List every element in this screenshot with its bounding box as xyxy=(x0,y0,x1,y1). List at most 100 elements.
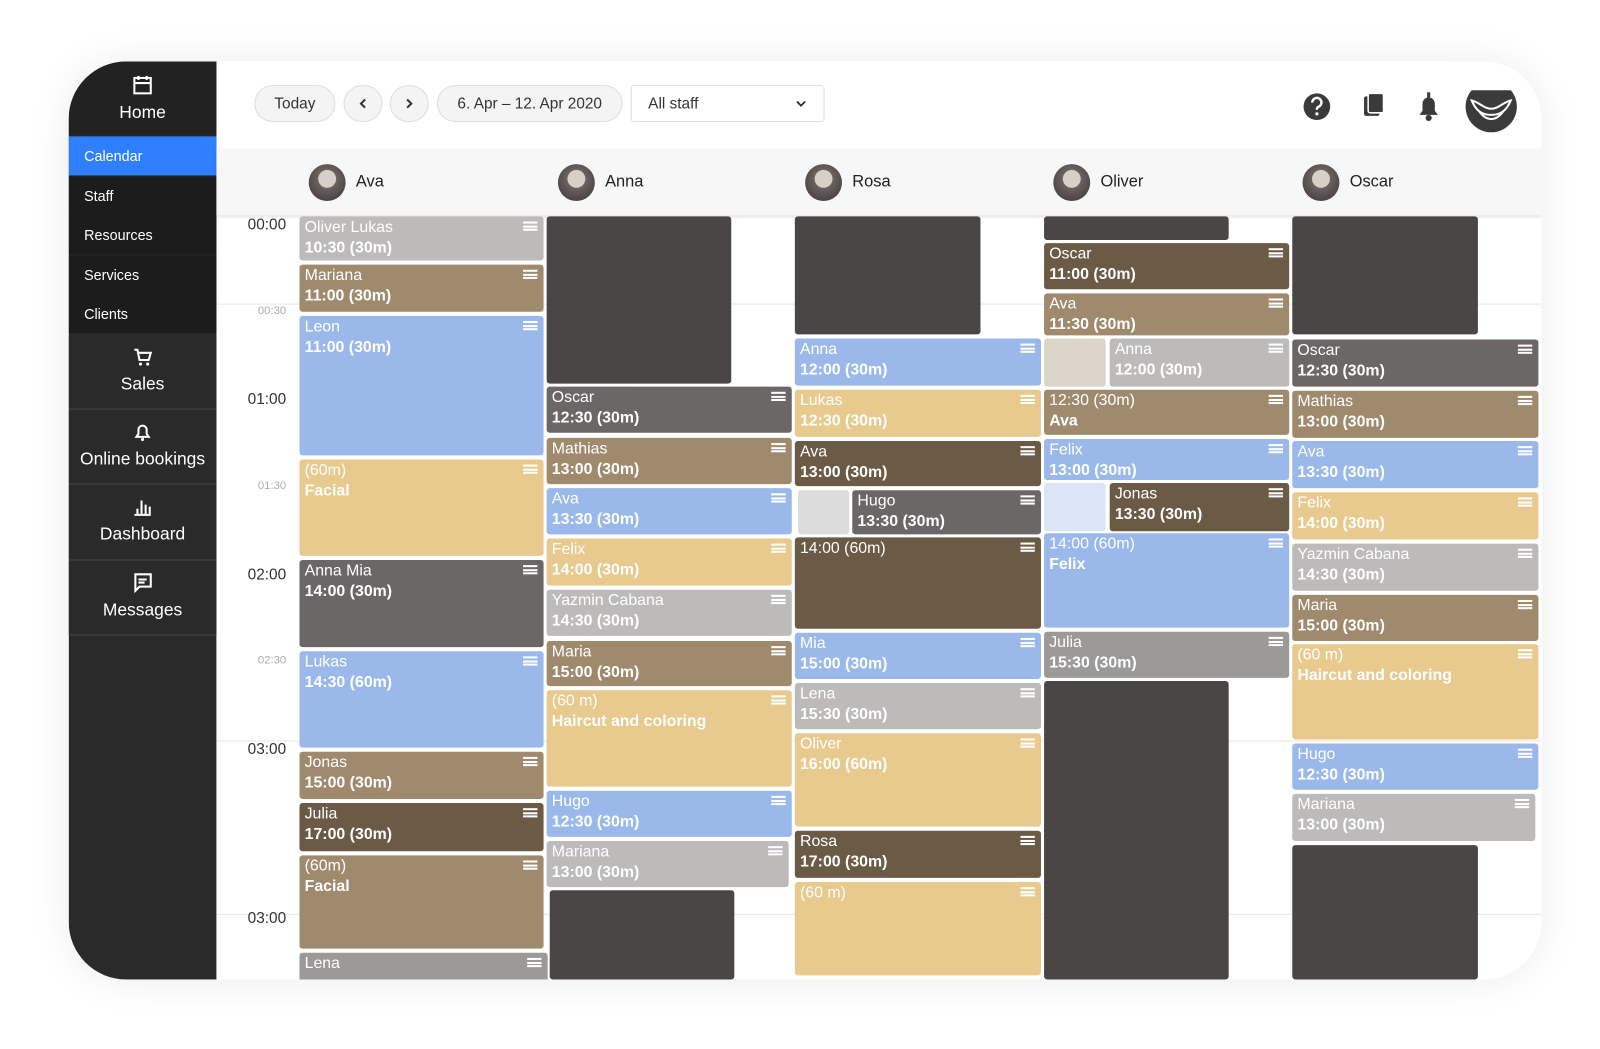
menu-handle[interactable] xyxy=(1020,738,1035,748)
menu-handle[interactable] xyxy=(523,269,538,279)
appointment[interactable]: Oliver 16:00 (60m) xyxy=(794,733,1041,827)
menu-handle[interactable] xyxy=(1268,636,1284,647)
menu-handle[interactable] xyxy=(1020,446,1035,456)
menu-handle[interactable] xyxy=(523,221,538,231)
menu-handle[interactable] xyxy=(1268,488,1284,498)
appointment[interactable]: Rosa 17:00 (30m) xyxy=(794,830,1041,878)
appointment[interactable]: Maria 15:00 (30m) xyxy=(1292,594,1539,641)
menu-handle[interactable] xyxy=(1020,688,1035,698)
appointment[interactable]: Lukas 12:30 (30m) xyxy=(794,389,1041,437)
appointment[interactable]: Yazmin Cabana 14:30 (30m) xyxy=(546,589,792,636)
menu-handle[interactable] xyxy=(523,464,538,474)
appointment[interactable]: Julia 15:30 (30m) xyxy=(1044,631,1290,678)
appointment[interactable]: Hugo 12:30 (30m) xyxy=(546,790,792,837)
menu-handle[interactable] xyxy=(1517,649,1533,659)
menu-handle[interactable] xyxy=(1020,887,1035,897)
menu-handle[interactable] xyxy=(1020,495,1035,505)
appointment[interactable]: Lena 15:30 (30m) xyxy=(794,683,1041,730)
menu-handle[interactable] xyxy=(1020,835,1035,846)
appointment[interactable]: Felix 14:00 (30m) xyxy=(1292,492,1539,540)
appointment[interactable]: Felix 14:00 (30m) xyxy=(546,538,792,586)
nav-staff[interactable]: Staff xyxy=(68,176,217,216)
nav-home[interactable]: Home xyxy=(68,61,217,136)
menu-handle[interactable] xyxy=(771,443,786,453)
menu-handle[interactable] xyxy=(1514,798,1530,809)
menu-handle[interactable] xyxy=(1517,497,1533,507)
nav-clients[interactable]: Clients xyxy=(68,294,217,334)
prev-button[interactable] xyxy=(343,85,383,123)
menu-handle[interactable] xyxy=(527,957,542,968)
nav-online-bookings[interactable]: Online bookings xyxy=(68,410,217,484)
appointment[interactable]: Mariana 13:00 (30m) xyxy=(1292,793,1536,841)
appointment[interactable]: Hugo 13:30 (30m) xyxy=(852,490,1041,535)
menu-handle[interactable] xyxy=(1517,344,1533,354)
menu-handle[interactable] xyxy=(1268,248,1284,258)
menu-handle[interactable] xyxy=(1517,748,1533,758)
menu-handle[interactable] xyxy=(1020,394,1035,405)
menu-handle[interactable] xyxy=(1268,343,1284,353)
menu-handle[interactable] xyxy=(771,795,786,806)
appointment[interactable]: (60m) Facial xyxy=(299,459,544,556)
menu-handle[interactable] xyxy=(1268,394,1284,405)
menu-handle[interactable] xyxy=(1517,599,1533,610)
appointment[interactable]: Oscar 12:30 (30m) xyxy=(1292,339,1539,387)
appointment[interactable]: Mathias 13:00 (30m) xyxy=(546,437,792,485)
menu-handle[interactable] xyxy=(523,321,538,331)
appointment[interactable]: Mariana 13:00 (30m) xyxy=(546,840,789,888)
appointment[interactable]: Oliver Lukas 10:30 (30m) xyxy=(299,216,544,261)
appointment[interactable]: Yazmin Cabana 14:30 (30m) xyxy=(1292,543,1539,591)
nav-calendar[interactable]: Calendar xyxy=(68,136,217,176)
menu-handle[interactable] xyxy=(771,391,786,402)
appointment[interactable]: Mia 15:00 (30m) xyxy=(794,632,1041,679)
appointment[interactable]: Felix 13:00 (30m) xyxy=(1044,438,1290,480)
today-button[interactable]: Today xyxy=(254,85,336,123)
appointment[interactable]: (60 m) xyxy=(794,882,1041,976)
appointment[interactable]: Jonas 13:30 (30m) xyxy=(1109,483,1290,532)
appointment[interactable]: Anna Mia 14:00 (30m) xyxy=(299,559,544,648)
menu-handle[interactable] xyxy=(523,756,538,767)
nav-sales[interactable]: Sales xyxy=(68,335,217,409)
menu-handle[interactable] xyxy=(1268,538,1284,548)
appointment[interactable]: 14:00 (60m) Felix xyxy=(1044,533,1290,628)
appointment[interactable]: (60 m) Haircut and coloring xyxy=(546,690,792,787)
date-range[interactable]: 6. Apr – 12. Apr 2020 xyxy=(436,85,623,123)
menu-handle[interactable] xyxy=(1268,298,1284,308)
menu-handle[interactable] xyxy=(768,846,783,856)
appointment[interactable]: Jonas 15:00 (30m) xyxy=(299,751,544,799)
appointment[interactable]: Oscar 12:30 (30m) xyxy=(546,386,792,433)
appointment[interactable]: 14:00 (60m) xyxy=(794,537,1041,629)
menu-handle[interactable] xyxy=(1517,446,1533,456)
appointment[interactable]: Ava 13:30 (30m) xyxy=(1292,441,1539,489)
menu-handle[interactable] xyxy=(1020,343,1035,353)
menu-handle[interactable] xyxy=(1268,444,1284,454)
menu-handle[interactable] xyxy=(1020,542,1035,552)
staff-member[interactable]: Oscar xyxy=(1302,164,1393,202)
menu-handle[interactable] xyxy=(771,594,786,605)
appointment[interactable]: Anna 12:00 (30m) xyxy=(794,338,1041,386)
appointment[interactable]: Maria 15:00 (30m) xyxy=(546,641,792,687)
menu-handle[interactable] xyxy=(523,565,538,575)
menu-handle[interactable] xyxy=(1020,637,1035,648)
appointment[interactable]: Anna 12:00 (30m) xyxy=(1109,338,1290,387)
menu-handle[interactable] xyxy=(771,543,786,553)
menu-handle[interactable] xyxy=(771,695,786,705)
menu-handle[interactable] xyxy=(1517,395,1533,406)
appointment[interactable]: 12:30 (30m) Ava xyxy=(1044,389,1290,435)
nav-messages[interactable]: Messages xyxy=(68,561,217,634)
appointment[interactable]: Hugo 12:30 (30m) xyxy=(1292,743,1539,790)
appointment[interactable]: (60m) Facial xyxy=(299,855,544,949)
appointment[interactable]: Ava 13:00 (30m) xyxy=(794,441,1041,487)
nav-services[interactable]: Services xyxy=(68,255,217,295)
account-avatar[interactable] xyxy=(1465,90,1517,133)
appointment[interactable]: Lukas 14:30 (60m) xyxy=(299,651,544,748)
appointment[interactable]: Mathias 13:00 (30m) xyxy=(1292,390,1539,438)
nav-dashboard[interactable]: Dashboard xyxy=(68,485,217,559)
menu-handle[interactable] xyxy=(523,808,538,818)
staff-member[interactable]: Ava xyxy=(308,164,384,202)
staff-member[interactable]: Oliver xyxy=(1053,164,1143,202)
nav-resources[interactable]: Resources xyxy=(68,215,217,255)
notifications-icon[interactable] xyxy=(1419,92,1438,122)
menu-handle[interactable] xyxy=(523,656,538,666)
menu-handle[interactable] xyxy=(771,493,786,503)
appointment[interactable]: Leon 11:00 (30m) xyxy=(299,315,544,456)
